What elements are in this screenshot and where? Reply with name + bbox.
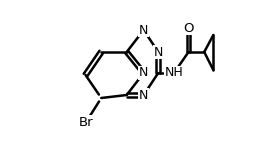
Text: N: N bbox=[139, 67, 148, 80]
Text: N: N bbox=[153, 45, 163, 58]
Text: N: N bbox=[139, 24, 148, 37]
Text: O: O bbox=[183, 22, 194, 35]
Text: N: N bbox=[139, 88, 148, 101]
Text: Br: Br bbox=[79, 116, 93, 128]
Text: NH: NH bbox=[165, 67, 183, 80]
